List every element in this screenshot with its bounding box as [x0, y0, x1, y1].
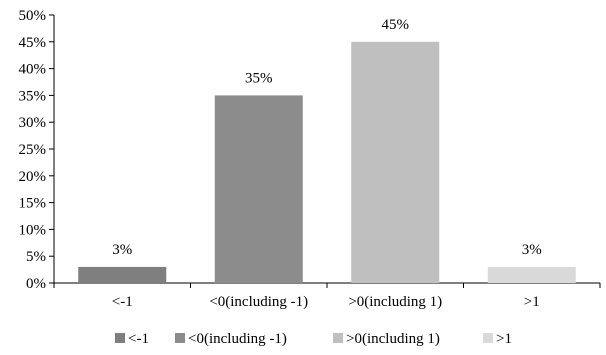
x-tick-label: <-1 [112, 294, 133, 310]
data-label: 3% [112, 242, 132, 258]
y-tick-label: 45% [19, 35, 47, 51]
legend: <-1 <0(including -1) >0(including 1) >1 [115, 331, 512, 347]
y-tick-label: 20% [19, 169, 47, 185]
y-tick-label: 40% [19, 62, 47, 78]
legend-label: <-1 [128, 331, 149, 347]
bar [351, 41, 440, 283]
y-tick-label: 0% [26, 276, 46, 292]
data-labels: 3% 35% 45% 3% [112, 17, 542, 258]
legend-swatch [175, 333, 185, 343]
y-axis: 0% 5% 10% 15% 20% 25% 30% 35% 40% 45% 50% [19, 8, 55, 292]
legend-label: >1 [496, 331, 512, 347]
data-label: 3% [522, 242, 542, 258]
legend-swatch [333, 333, 343, 343]
x-tick-label: <0(including -1) [209, 294, 308, 310]
y-tick-label: 35% [19, 88, 47, 104]
x-tick-label: >1 [524, 294, 540, 310]
legend-label: <0(including -1) [188, 331, 287, 347]
y-tick-label: 50% [19, 8, 47, 24]
y-tick-label: 15% [19, 196, 47, 212]
data-label: 45% [382, 17, 410, 33]
legend-swatch [115, 333, 125, 343]
data-label: 35% [245, 70, 273, 86]
y-tick-label: 5% [26, 249, 46, 265]
legend-swatch [483, 333, 493, 343]
bar [487, 266, 576, 283]
bar [214, 95, 303, 284]
legend-label: >0(including 1) [346, 331, 440, 347]
bars [78, 41, 576, 284]
y-tick-label: 30% [19, 115, 47, 131]
bar [78, 266, 167, 283]
y-tick-label: 10% [19, 222, 47, 238]
y-tick-label: 25% [19, 142, 47, 158]
x-tick-label: >0(including 1) [348, 294, 442, 310]
x-axis: <-1 <0(including -1) >0(including 1) >1 [53, 282, 601, 310]
